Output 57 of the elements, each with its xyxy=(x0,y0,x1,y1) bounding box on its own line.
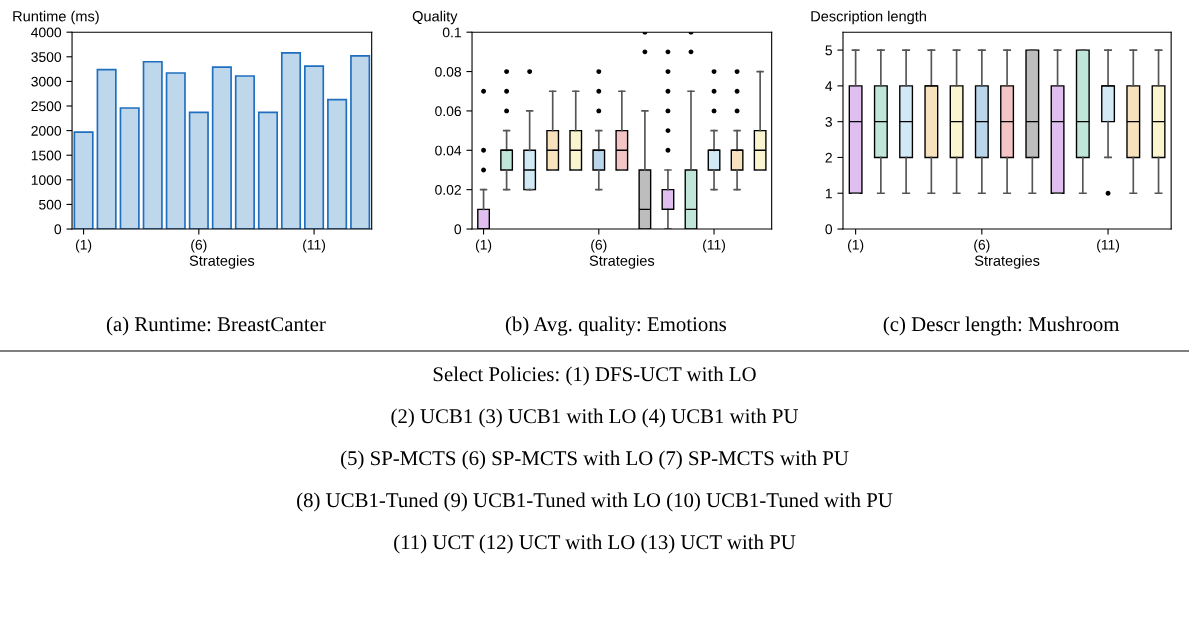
bar xyxy=(73,131,94,230)
y-tick-label: 1000 xyxy=(31,175,62,185)
y-tick-label: 3 xyxy=(825,117,832,127)
y-axis-title: Quality xyxy=(412,10,458,25)
text: Select Policies: (1) DFS-UCT with LO xyxy=(433,366,756,386)
x-tick-label: (1) xyxy=(848,239,864,253)
text: (a) Runtime: BreastCanter xyxy=(106,316,326,336)
bar xyxy=(280,52,302,230)
y-tick-label: 0.04 xyxy=(435,145,462,156)
y-tick-label: 2500 xyxy=(31,101,62,112)
bar xyxy=(350,54,371,230)
y-tick-label: 4000 xyxy=(31,27,62,38)
text: (b) Avg. quality: Emotions xyxy=(505,316,727,336)
bar xyxy=(211,66,232,230)
y-tick-label: 0 xyxy=(54,224,62,235)
text: (5) SP-MCTS (6) SP-MCTS with LO (7) SP-MCTS with PU xyxy=(341,450,849,470)
x-axis-title: Strategies xyxy=(189,255,255,269)
y-axis-title: Description length xyxy=(811,10,926,25)
bar xyxy=(188,111,209,230)
bar xyxy=(96,68,117,230)
x-tick-label: (6) xyxy=(974,239,990,253)
x-axis-title: Strategies xyxy=(589,255,655,269)
y-tick-label: 4 xyxy=(825,81,833,91)
bar xyxy=(165,72,186,230)
y-tick-label: 0.08 xyxy=(435,66,462,77)
x-tick-label: (1) xyxy=(75,239,92,253)
y-tick-label: 5 xyxy=(825,45,832,56)
bar xyxy=(234,75,255,230)
bar xyxy=(257,111,279,230)
y-tick-label: 0.1 xyxy=(442,27,461,38)
bar xyxy=(327,98,348,230)
y-tick-label: 0 xyxy=(454,224,462,235)
y-tick-label: 500 xyxy=(39,199,62,210)
bar xyxy=(304,65,325,230)
y-axis-title: Runtime (ms) xyxy=(13,10,99,25)
y-tick-label: 3500 xyxy=(31,52,62,62)
y-tick-label: 1 xyxy=(825,188,832,199)
text: (8) UCB1-Tuned (9) UCB1-Tuned with LO (10) UCB1-Tuned with PU xyxy=(297,492,893,512)
text: (11) UCT (12) UCT with LO (13) UCT with PU xyxy=(394,534,796,554)
text: (2) UCB1 (3) UCB1 with LO (4) UCB1 with PU xyxy=(391,408,799,428)
y-tick-label: 2000 xyxy=(31,125,62,136)
x-tick-label: (11) xyxy=(703,239,726,253)
text: (c) Descr length: Mushroom xyxy=(883,316,1120,336)
bar xyxy=(142,60,163,230)
x-tick-label: (6) xyxy=(591,239,607,253)
y-tick-label: 2 xyxy=(825,152,832,163)
x-tick-label: (11) xyxy=(303,239,326,253)
y-tick-label: 1500 xyxy=(31,150,62,161)
bar xyxy=(119,107,140,230)
x-tick-label: (11) xyxy=(1097,239,1120,253)
x-tick-label: (6) xyxy=(191,239,207,253)
y-tick-label: 0 xyxy=(825,224,833,235)
y-tick-label: 3000 xyxy=(31,76,62,87)
y-tick-label: 0.06 xyxy=(435,106,462,117)
x-axis-title: Strategies xyxy=(974,255,1040,269)
x-tick-label: (1) xyxy=(475,239,492,253)
y-tick-label: 0.02 xyxy=(435,185,461,195)
